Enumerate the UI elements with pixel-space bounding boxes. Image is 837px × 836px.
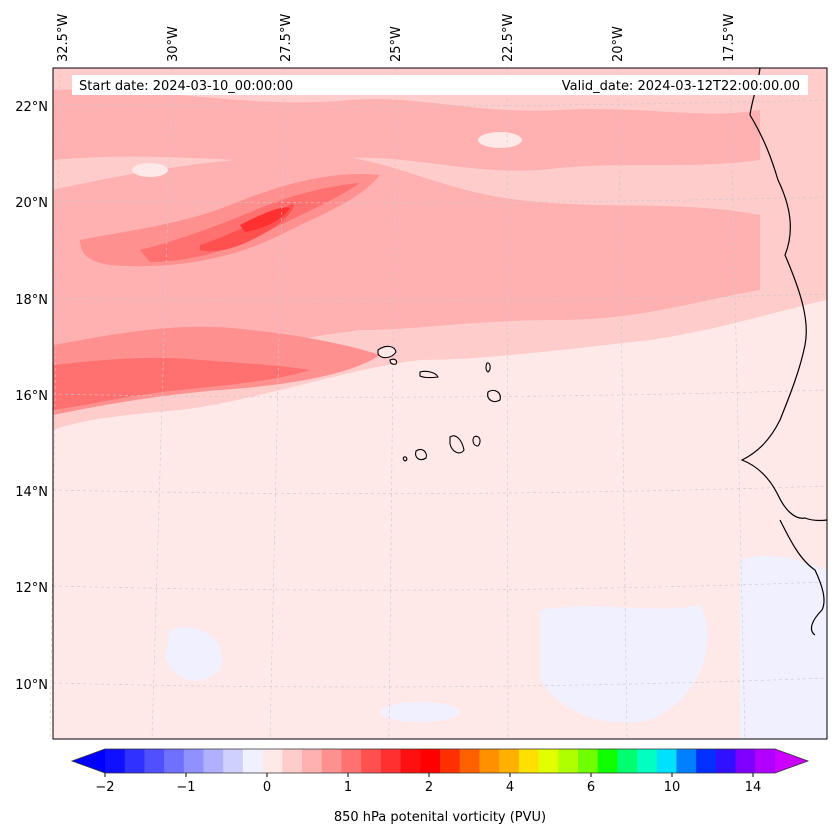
colorbar-cell: [105, 749, 126, 773]
colorbar-cell: [696, 749, 717, 773]
colorbar-cell: [597, 749, 618, 773]
colorbar-cell: [637, 749, 658, 773]
colorbar-tick-label: 10: [664, 780, 681, 795]
colorbar: −2 −1 0 1 2 4 6 10 14 850 hPa potenital vorticit…: [70, 748, 810, 825]
lon-label: 17.5°W: [722, 14, 737, 62]
lat-label: 20°N: [15, 196, 48, 211]
lon-label: 27.5°W: [279, 14, 294, 62]
header-band: [72, 75, 808, 95]
map-frame: [52, 67, 828, 740]
colorbar-extend-low: [72, 749, 105, 773]
colorbar-cell: [124, 749, 145, 773]
colorbar-cell: [242, 749, 264, 773]
colorbar-cell: [223, 749, 244, 773]
lat-label: 22°N: [15, 100, 48, 115]
colorbar-tick-label: 4: [506, 780, 514, 795]
colorbar-cell: [479, 749, 500, 773]
colorbar-label: 850 hPa potenital vorticity (PVU): [334, 810, 546, 825]
colorbar-cell: [164, 749, 185, 773]
colorbar-tick-label: 0: [263, 780, 271, 795]
lon-label: 32.5°W: [56, 14, 71, 62]
colorbar-tick-label: 14: [745, 780, 762, 795]
colorbar-ticks: −2 −1 0 1 2 4 6 10 14: [95, 773, 761, 795]
lon-label: 30°W: [166, 26, 181, 62]
colorbar-extend-high: [775, 749, 808, 773]
lon-label: 22.5°W: [501, 14, 516, 62]
longitude-labels: 32.5°W 30°W 27.5°W 25°W 22.5°W 20°W 17.5…: [56, 14, 737, 62]
colorbar-cell: [321, 749, 342, 773]
colorbar-cell: [538, 749, 559, 773]
lat-label: 18°N: [15, 293, 48, 308]
colorbar-cell: [361, 749, 382, 773]
colorbar-cell: [558, 749, 579, 773]
colorbar-cell: [518, 749, 539, 773]
lat-label: 10°N: [15, 678, 48, 693]
lon-label: 25°W: [389, 26, 404, 62]
coastline: [740, 67, 828, 636]
colorbar-cell: [617, 749, 638, 773]
colorbar-tick-label: −1: [176, 780, 195, 795]
colorbar-cell: [577, 749, 599, 773]
colorbar-cell: [380, 749, 401, 773]
islands: [377, 345, 501, 462]
lat-label: 16°N: [15, 389, 48, 404]
start-date-label: Start date: 2024-03-10_00:00:00: [79, 79, 293, 94]
lat-label: 14°N: [15, 485, 48, 500]
colorbar-cell: [735, 749, 756, 773]
colorbar-cell: [262, 749, 283, 773]
graticule: [49, 67, 828, 740]
lat-label: 12°N: [15, 581, 48, 596]
pv-field: [53, 68, 827, 739]
colorbar-cells: [105, 749, 776, 773]
colorbar-cell: [676, 749, 697, 773]
colorbar-cell: [656, 749, 677, 773]
valid-date-label: Valid_date: 2024-03-12T22:00:00.00: [562, 79, 800, 94]
colorbar-cell: [302, 749, 323, 773]
colorbar-cell: [755, 749, 776, 773]
colorbar-tick-label: −2: [95, 780, 114, 795]
latitude-labels: 22°N 20°N 18°N 16°N 14°N 12°N 10°N: [15, 100, 48, 693]
colorbar-cell: [144, 749, 165, 773]
colorbar-cell: [282, 749, 303, 773]
colorbar-cell: [341, 749, 362, 773]
colorbar-tick-label: 6: [587, 780, 595, 795]
colorbar-outline: [70, 748, 810, 774]
colorbar-cell: [715, 749, 736, 773]
colorbar-cell: [183, 749, 204, 773]
colorbar-cell: [400, 749, 421, 773]
lon-label: 20°W: [611, 26, 626, 62]
colorbar-tick-label: 2: [425, 780, 433, 795]
colorbar-tick-label: 1: [344, 780, 352, 795]
colorbar-cell: [203, 749, 224, 773]
colorbar-cell: [420, 749, 441, 773]
colorbar-cell: [440, 749, 461, 773]
colorbar-cell: [459, 749, 480, 773]
colorbar-cell: [499, 749, 520, 773]
